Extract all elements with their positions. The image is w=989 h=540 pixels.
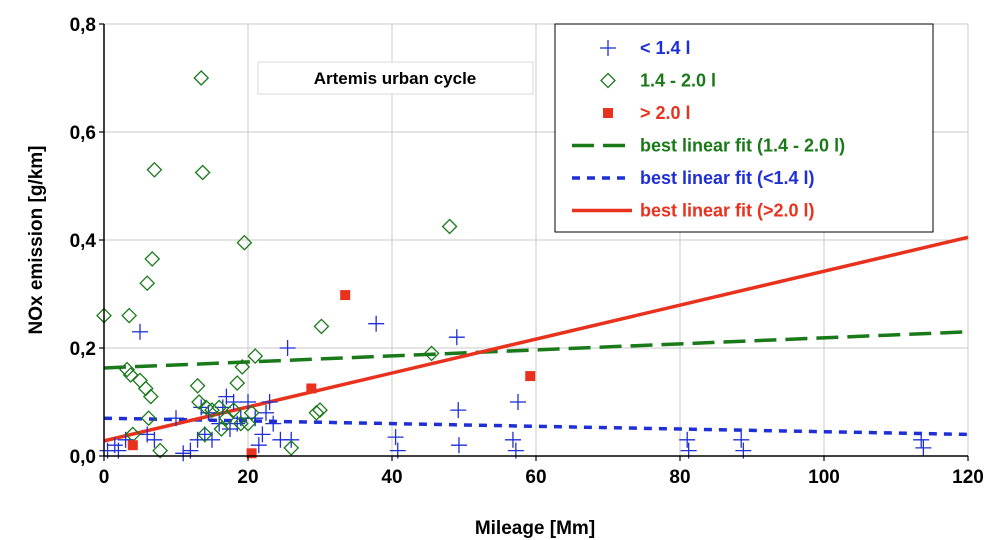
data-point bbox=[194, 164, 211, 181]
legend-marker bbox=[603, 108, 613, 118]
data-point bbox=[525, 371, 536, 382]
data-point bbox=[504, 431, 521, 448]
data-point bbox=[140, 410, 157, 427]
x-tick-label: 60 bbox=[525, 467, 546, 488]
legend-frame bbox=[554, 23, 934, 233]
data-point bbox=[265, 415, 282, 432]
data-point bbox=[236, 234, 253, 251]
data-point bbox=[214, 399, 231, 416]
data-point bbox=[368, 315, 385, 332]
data-point bbox=[733, 431, 750, 448]
y-tick-label: 0,6 bbox=[70, 123, 96, 144]
x-tick-label: 20 bbox=[237, 467, 258, 488]
data-point bbox=[247, 348, 264, 365]
data-point bbox=[283, 431, 300, 448]
data-point bbox=[225, 402, 242, 419]
data-point bbox=[142, 388, 159, 405]
data-point bbox=[152, 442, 169, 459]
x-tick-label: 120 bbox=[952, 467, 984, 488]
legend-marker bbox=[600, 40, 616, 56]
data-point bbox=[211, 399, 228, 416]
legend-items: < 1.4 l 1.4 - 2.0 l > 2.0 l best linear fit… bbox=[572, 38, 845, 221]
fit-line bbox=[103, 330, 969, 370]
data-point bbox=[122, 367, 139, 383]
data-point bbox=[240, 415, 256, 432]
annotation-text: Artemis urban cycle bbox=[314, 69, 477, 88]
data-point bbox=[168, 410, 184, 427]
data-point bbox=[243, 404, 260, 421]
data-point bbox=[450, 402, 467, 419]
legend: < 1.4 l 1.4 - 2.0 l > 2.0 l best linear fit… bbox=[554, 23, 934, 233]
annotation-box: Artemis urban cycle bbox=[257, 61, 534, 95]
legend-label: > 2.0 l bbox=[640, 103, 691, 123]
data-point bbox=[423, 345, 440, 362]
fit-line bbox=[103, 416, 969, 437]
axes: 0 20 40 60 80 100 120 0,0 0,2 0,4 0,6 0,8 bbox=[70, 15, 984, 488]
data-point bbox=[127, 440, 138, 451]
data-point bbox=[312, 402, 328, 419]
data-point bbox=[146, 161, 163, 178]
y-tick-label: 0,4 bbox=[70, 231, 97, 252]
data-point bbox=[232, 415, 249, 432]
data-point bbox=[119, 361, 135, 378]
data-point bbox=[279, 340, 296, 356]
data-point bbox=[679, 431, 696, 448]
x-tick-label: 0 bbox=[99, 467, 110, 488]
annotation-frame bbox=[257, 61, 534, 95]
legend-label: best linear fit (>2.0 l) bbox=[640, 201, 815, 221]
data-point bbox=[915, 439, 932, 456]
data-point bbox=[204, 402, 220, 419]
data-point bbox=[450, 437, 467, 454]
data-points bbox=[96, 70, 932, 462]
data-point bbox=[313, 318, 330, 335]
legend-label: 1.4 - 2.0 l bbox=[640, 71, 716, 91]
data-point bbox=[913, 431, 930, 448]
y-tick-label: 0,8 bbox=[70, 15, 96, 36]
y-tick-label: 0,0 bbox=[70, 447, 96, 468]
x-tick-label: 40 bbox=[381, 467, 402, 488]
data-point bbox=[261, 394, 278, 410]
data-point bbox=[306, 383, 317, 394]
legend-label: best linear fit (1.4 - 2.0 l) bbox=[640, 136, 845, 156]
data-point bbox=[229, 375, 246, 392]
data-point bbox=[191, 394, 207, 410]
legend-label: best linear fit (<1.4 l) bbox=[640, 168, 815, 188]
data-point bbox=[234, 358, 251, 375]
data-point bbox=[387, 429, 404, 446]
data-point bbox=[240, 394, 256, 410]
legend-marker bbox=[600, 72, 616, 89]
data-point bbox=[250, 437, 267, 454]
x-tick-label: 100 bbox=[808, 467, 840, 488]
y-axis-title: NOx emission [g/km] bbox=[26, 146, 47, 335]
data-point bbox=[132, 323, 148, 340]
data-point bbox=[196, 426, 213, 443]
data-point bbox=[139, 275, 156, 292]
legend-label: < 1.4 l bbox=[640, 38, 691, 58]
x-axis-title: Mileage [Mm] bbox=[475, 518, 595, 539]
data-point bbox=[258, 404, 274, 421]
data-point bbox=[441, 218, 458, 235]
data-point bbox=[144, 250, 161, 267]
data-point bbox=[213, 421, 230, 437]
data-point bbox=[189, 377, 206, 394]
data-point bbox=[510, 394, 526, 410]
x-tick-label: 80 bbox=[669, 467, 690, 488]
data-point bbox=[254, 426, 271, 443]
data-point bbox=[225, 394, 242, 410]
data-point bbox=[146, 431, 163, 448]
data-point bbox=[283, 439, 300, 456]
data-point bbox=[218, 410, 235, 427]
data-point bbox=[246, 448, 257, 459]
y-tick-label: 0,2 bbox=[70, 339, 96, 360]
data-point bbox=[175, 445, 192, 462]
data-point bbox=[121, 307, 138, 324]
data-point bbox=[340, 290, 351, 301]
data-point bbox=[448, 329, 465, 346]
data-point bbox=[308, 404, 325, 421]
data-point bbox=[193, 70, 210, 86]
